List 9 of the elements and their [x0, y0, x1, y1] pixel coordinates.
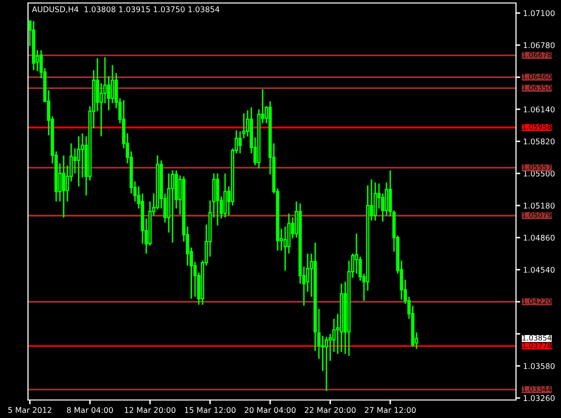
candlestick	[223, 172, 227, 218]
candlestick	[170, 170, 174, 244]
candlestick	[216, 172, 220, 226]
candlestick	[62, 154, 66, 218]
candlestick	[324, 336, 328, 392]
candlestick	[77, 136, 80, 188]
candlestick	[73, 148, 77, 174]
candlestick	[283, 226, 287, 272]
candlestick	[374, 182, 377, 222]
